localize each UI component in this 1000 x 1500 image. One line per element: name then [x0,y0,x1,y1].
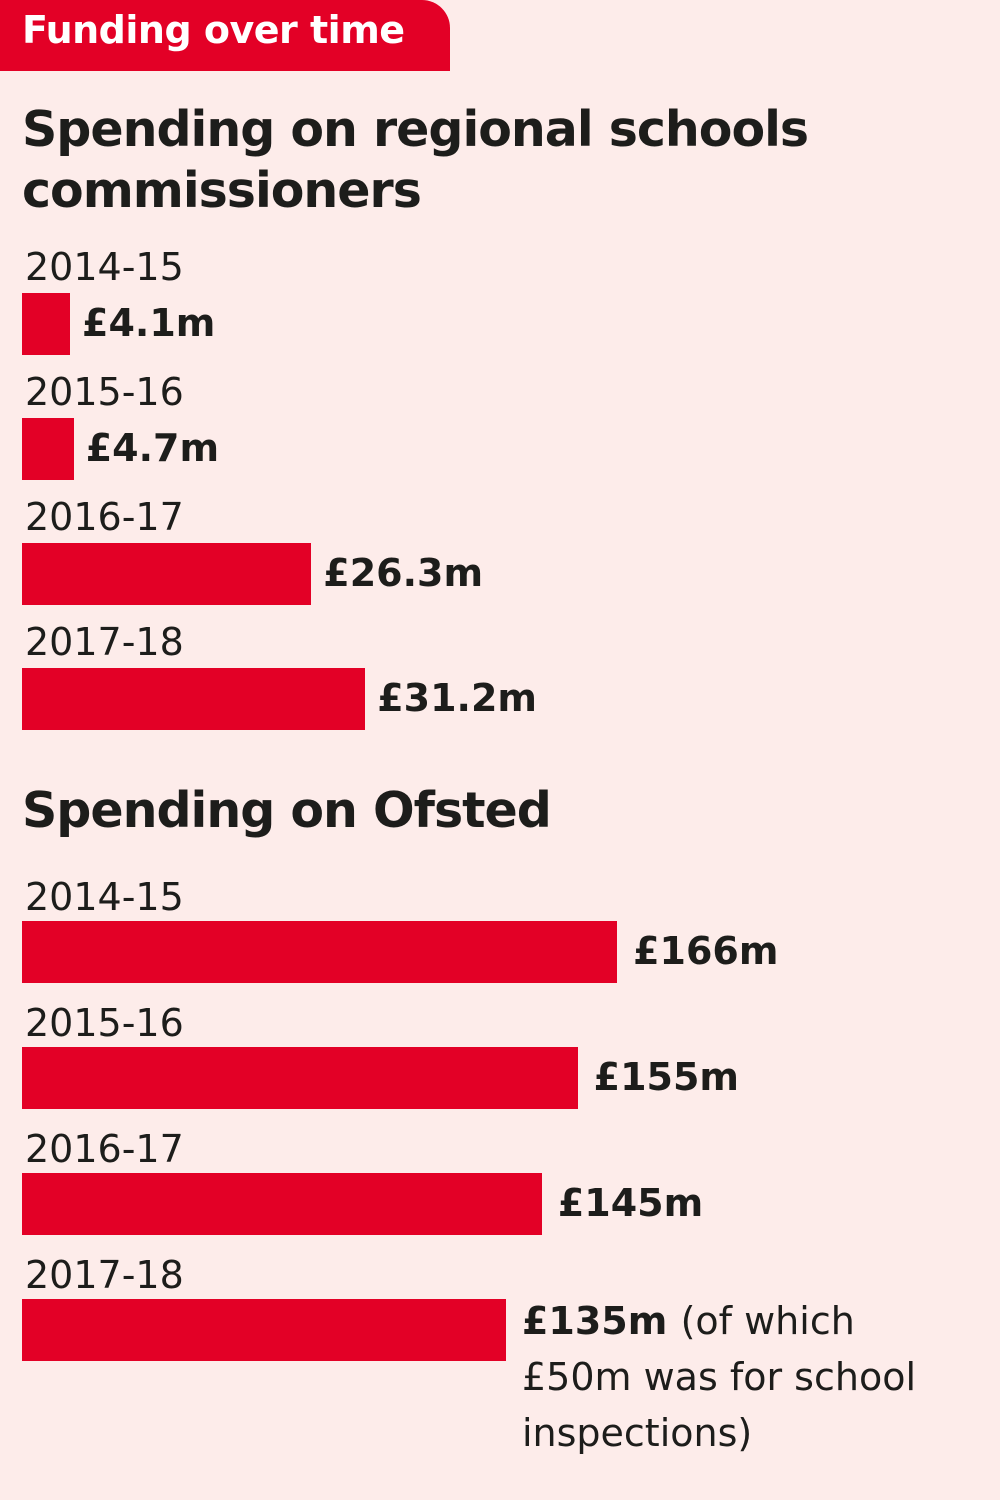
category-label-ofsted: 2017-18 [25,1253,184,1297]
chart-title-rsc: Spending on regional schools commissione… [22,101,809,219]
section-tab: Funding over time [0,0,450,71]
value-label-ofsted: £145m [557,1181,704,1225]
chart-title-ofsted: Spending on Ofsted [22,782,552,839]
category-label-ofsted: 2014-15 [25,875,184,919]
category-label-ofsted: 2015-16 [25,1001,184,1045]
bar-ofsted [22,921,618,983]
bar-rsc [22,293,70,355]
bar-ofsted [22,1299,506,1361]
category-label-rsc: 2014-15 [25,245,184,289]
value-label-ofsted: £166m [633,929,779,973]
tab-title: Funding over time [22,8,405,52]
value-label-ofsted: £155m [593,1055,740,1099]
value-label-rsc: £26.3m [323,551,484,595]
annotation-ofsted: £135m (of which £50m was for school insp… [522,1293,962,1461]
annotation-text: (of which £50m was for school inspection… [521,1299,916,1455]
bar-rsc [22,418,74,480]
value-label-rsc: £4.1m [82,301,216,345]
category-label-rsc: 2015-16 [25,370,184,414]
category-label-rsc: 2016-17 [25,495,184,539]
value-label-rsc: £4.7m [85,426,220,470]
bar-rsc [22,668,366,730]
category-label-rsc: 2017-18 [25,620,184,664]
category-label-ofsted: 2016-17 [25,1127,184,1171]
value-label-ofsted: £135m [521,1299,681,1343]
value-label-rsc: £31.2m [377,676,537,720]
bar-rsc [22,543,312,605]
bar-ofsted [22,1173,542,1235]
bar-ofsted [22,1047,578,1109]
